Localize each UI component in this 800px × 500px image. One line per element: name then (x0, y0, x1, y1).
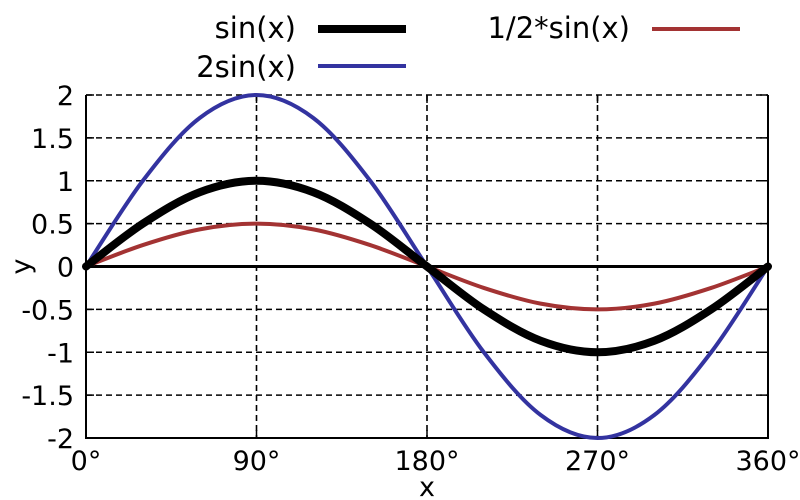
x-axis-label: x (419, 472, 435, 500)
y-tick-label: 1 (57, 167, 74, 198)
series-line-0 (82, 176, 772, 357)
x-tick-label: 360° (735, 446, 800, 477)
y-tick-labels: 2 1.5 1 0.5 0 -0.5 -1 -1.5 -2 (21, 81, 74, 455)
y-tick-label: -0.5 (21, 295, 74, 326)
x-tick-label: 90° (233, 446, 281, 477)
y-tick-label: -1 (47, 338, 74, 369)
y-tick-label: 2 (57, 81, 74, 112)
x-tick-label: 270° (565, 446, 630, 477)
legend: sin(x) 2sin(x) 1/2*sin(x) (196, 11, 740, 84)
y-tick-label: 0.5 (31, 210, 74, 241)
legend-label: 1/2*sin(x) (487, 11, 630, 45)
y-tick-label: -2 (47, 424, 74, 455)
y-tick-label: -1.5 (21, 381, 74, 412)
series-lines (82, 93, 772, 440)
y-tick-label: 0 (57, 253, 74, 284)
x-tick-label: 0° (71, 446, 102, 477)
x-tick-label: 180° (394, 446, 459, 477)
y-tick-label: 1.5 (31, 124, 74, 155)
y-axis-label: y (6, 258, 37, 274)
legend-label: 2sin(x) (196, 50, 296, 84)
x-tick-labels: 0° 90° 180° 270° 360° (71, 446, 800, 477)
legend-label: sin(x) (215, 11, 296, 45)
